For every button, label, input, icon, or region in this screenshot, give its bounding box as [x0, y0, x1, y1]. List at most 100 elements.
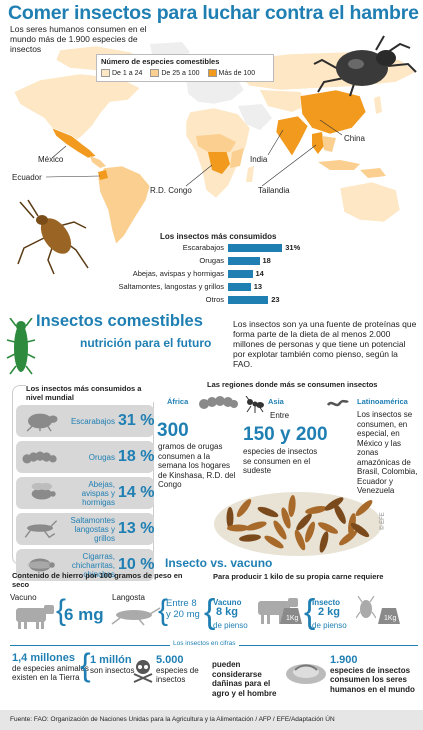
latam-text: Los insectos se consumen, en especial, e…: [357, 410, 418, 495]
legend-item: Más de 100: [207, 69, 256, 77]
versus-title: Insecto vs. vacuno: [163, 556, 275, 570]
meat-vacuno-unit: de pienso: [213, 621, 248, 630]
iron-vacuno-value: 6 mg: [64, 605, 104, 624]
bar: [228, 270, 253, 278]
region-asia-name: Asia: [268, 397, 284, 406]
iron-langosta-label: Langosta: [112, 593, 145, 602]
map-central-africa: [196, 134, 236, 152]
label-congo: R.D. Congo: [150, 186, 192, 195]
map-australia: [339, 181, 401, 223]
plate-icon: [286, 664, 326, 684]
brace-meat-left: {: [204, 593, 216, 631]
weight-label: 1Kg: [384, 615, 397, 622]
legend-swatch: [150, 69, 160, 77]
cifra-5-text: especies de insectos consumen los seres …: [330, 665, 415, 694]
cifra-1: 1,4 millones de especies animales existe…: [12, 652, 90, 683]
map-legend: Número de especies comestibles De 1 a 24…: [96, 54, 274, 82]
bug-green-icon: [6, 318, 36, 375]
map-central-america: [90, 156, 106, 168]
cow-icon: [16, 605, 54, 629]
weight-insect-icon: 1Kg: [378, 608, 400, 624]
brace-meat-right: {: [304, 593, 316, 631]
most-item-pct: 10 %: [118, 556, 155, 573]
weight-icon: 1Kg: [280, 608, 302, 624]
bar-value: 18: [262, 256, 271, 265]
bar: [228, 296, 269, 304]
most-item-pct: 13 %: [118, 520, 155, 537]
most-item-label: Cigarras, chicharritas, chinches: [71, 551, 115, 579]
legend-swatch: [101, 69, 110, 77]
map-china: [299, 89, 367, 135]
iron-vacuno-label: Vacuno: [10, 593, 37, 602]
most-item: Escarabajos 31 %: [16, 405, 154, 437]
meat-vacuno-value: 8 kg: [216, 606, 239, 618]
meat-insecto-unit: de pienso: [312, 621, 347, 630]
grasshopper-icon: [24, 520, 58, 539]
map-indonesia: [318, 160, 360, 170]
cifras-title: Los insectos en cifras: [170, 640, 239, 647]
cifra-4: pueden considerarse dañinas para el agro…: [212, 660, 286, 698]
section2-subtitle: nutrición para el futuro: [80, 336, 212, 350]
map-india: [275, 115, 309, 157]
label-india: India: [250, 155, 268, 164]
meat-vacuno-label: Vacuno: [213, 598, 242, 607]
cifra-3-num: 5.000: [156, 654, 184, 666]
asia-prefix: Entre: [270, 411, 290, 420]
region-latam-name: Latinoamérica: [357, 397, 408, 406]
iron-langosta-value: Entre 8 y 20 mg: [166, 598, 200, 620]
beetle-icon: [26, 413, 58, 432]
beetle-icon: [313, 35, 417, 97]
page-title: Comer insectos para luchar contra el ham…: [8, 2, 419, 24]
section2-title: Insectos comestibles: [36, 312, 203, 330]
cifra-3-text: especies de insectos: [156, 665, 199, 685]
most-item: Saltamontes langostas y grillos 13 %: [16, 513, 154, 545]
worm-icon: [327, 399, 349, 407]
label-thailand: Tailandia: [258, 186, 290, 195]
region-africa-name: África: [167, 397, 189, 406]
most-item: Orugas 18 %: [16, 441, 154, 473]
map-north-america: [13, 73, 141, 145]
cifra-5-num: 1.900: [330, 654, 358, 666]
legend-label: De 25 a 100: [161, 69, 200, 77]
bar-label: Abejas, avispas y hormigas: [132, 269, 224, 278]
map-brazil: [112, 176, 148, 210]
label-china: China: [344, 134, 365, 143]
cricket-icon: [356, 596, 376, 619]
map-congo: [208, 150, 230, 174]
weight-label: 1Kg: [286, 615, 299, 622]
bar-label: Orugas: [199, 256, 224, 265]
bar-label: Otros: [205, 295, 224, 304]
most-item-label: Abejas, avispas y hormigas: [81, 479, 115, 507]
legend-item: De 1 a 24: [101, 69, 142, 77]
credit: © EFE: [380, 512, 386, 530]
map-thailand: [312, 132, 324, 154]
map-southeast-asia: [322, 136, 336, 152]
map-japan: [374, 96, 382, 114]
iron-title: Contenido de hierro por 100 gramos de pe…: [12, 571, 183, 589]
label-ecuador: Ecuador: [12, 173, 42, 182]
cifra-1-num: 1,4 millones: [12, 652, 75, 664]
map-central-asia: [260, 90, 310, 112]
section2-intro: Los insectos son ya una fuente de proteí…: [233, 319, 417, 369]
label-mexico: México: [38, 155, 64, 164]
footer-source: Fuente: FAO: Organización de Naciones Un…: [0, 710, 423, 730]
africa-number: 300: [157, 420, 189, 441]
ant-icon: [245, 396, 264, 413]
asia-number: 150 y 200: [243, 424, 328, 445]
bar-value: 14: [255, 269, 264, 278]
bar-value: 31%: [285, 243, 301, 252]
bar-label: Escarabajos: [182, 243, 224, 252]
skull-icon: [133, 660, 153, 683]
caterpillar-icon: [199, 396, 238, 409]
bee-icon: [31, 482, 56, 500]
cifra-3: 5.000 especies de insectos: [156, 654, 208, 685]
legend-item: De 25 a 100: [150, 69, 200, 77]
meat-title: Para producir 1 kilo de su propia carne …: [213, 572, 384, 581]
most-item-label: Escarabajos: [70, 416, 115, 426]
legend-label: Más de 100: [218, 69, 256, 77]
legend-title: Número de especies comestibles: [101, 57, 220, 66]
bar: [228, 244, 283, 252]
bars-title: Los insectos más consumidos: [160, 232, 277, 241]
cifra-1-text: de especies animales existen en la Tierr…: [12, 663, 89, 683]
map-madagascar: [246, 166, 254, 182]
